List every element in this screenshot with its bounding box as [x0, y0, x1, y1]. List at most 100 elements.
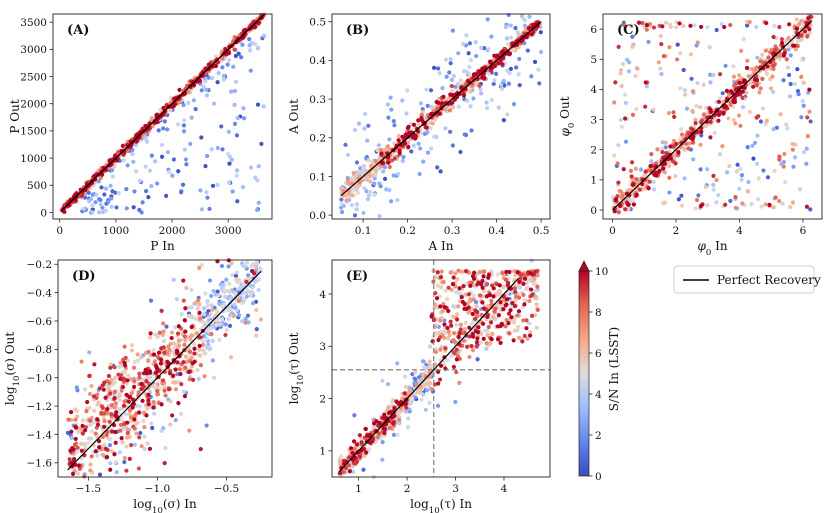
panel-a-point: [81, 206, 86, 211]
panel-d-point: [100, 405, 105, 410]
panel-e-point: [455, 304, 461, 309]
panel-e-ylabel: log10(τ) Out: [287, 332, 306, 404]
panel-c-point: [668, 24, 673, 30]
panel-b-point: [448, 57, 453, 62]
panel-b-point: [478, 87, 483, 92]
panel-a-point: [181, 129, 187, 134]
panel-b-point: [467, 41, 472, 46]
panel-b-point: [430, 115, 435, 120]
panel-e-y-tick-label: 2: [319, 393, 326, 405]
panel-a-point: [103, 208, 108, 213]
panel-a-point: [248, 68, 253, 73]
panel-c-point: [806, 16, 811, 21]
panel-c-point: [805, 34, 810, 39]
panel-e-point: [347, 469, 352, 474]
panel-b-point: [525, 48, 530, 53]
panel-b-point: [496, 105, 501, 110]
panel-b-point: [508, 35, 514, 40]
panel-e-point: [512, 286, 517, 291]
panel-d-point: [213, 292, 218, 297]
panel-d-point: [191, 377, 196, 382]
panel-e-y-tick-label: 4: [319, 289, 326, 301]
panel-b-point: [352, 127, 358, 132]
panel-b-point: [450, 105, 455, 110]
panel-c-point: [763, 202, 768, 207]
panel-d-point: [197, 265, 202, 270]
panel-e-point: [462, 326, 467, 332]
panel-a-point: [247, 37, 252, 42]
panel-e-point: [390, 421, 396, 426]
panel-d-point: [181, 278, 186, 283]
panel-d-point: [154, 366, 160, 371]
panel-c-point: [695, 40, 700, 45]
panel-b-point: [345, 177, 351, 183]
panel-d-point: [113, 429, 118, 435]
panel-c-point: [764, 71, 770, 76]
panel-a-point: [255, 102, 261, 107]
panel-d-point: [112, 395, 117, 401]
panel-c-point: [736, 113, 742, 118]
panel-e-point: [355, 442, 360, 447]
panel-c-point: [745, 23, 750, 28]
panel-c-point: [773, 195, 778, 200]
panel-d-point: [116, 372, 121, 377]
panel-b-y-tick-label: 0.4: [309, 55, 326, 67]
panel-c-point: [686, 146, 691, 151]
panel-a-point: [86, 190, 91, 195]
panel-e-point: [463, 320, 468, 325]
panel-a-point: [250, 24, 255, 29]
panel-d-point: [169, 330, 175, 335]
panel-a-point: [154, 113, 159, 118]
panel-c-label: (C): [617, 23, 640, 38]
panel-c-point: [703, 184, 709, 190]
panel-e-x-tick-label: 1: [355, 483, 362, 495]
panel-b-point: [501, 117, 506, 123]
panel-b-point: [489, 97, 494, 102]
panel-d-point: [155, 334, 160, 339]
panel-b-point: [492, 63, 498, 69]
panel-a-point: [225, 151, 231, 157]
panel-a-point: [98, 197, 103, 203]
panel-c-point: [618, 117, 623, 123]
panel-c-point: [638, 167, 644, 172]
panel-a-point: [234, 168, 240, 173]
panel-b-point: [458, 78, 463, 83]
panel-c-point: [651, 107, 656, 112]
panel-c-point: [719, 22, 724, 27]
panel-d-point: [95, 453, 100, 458]
panel-d-point: [66, 417, 71, 422]
panel-e-point: [521, 281, 526, 286]
panel-d-point: [179, 312, 184, 317]
panel-c-point: [643, 80, 648, 85]
panel-d-point: [86, 436, 91, 441]
panel-d-point: [161, 321, 166, 326]
panel-c-point: [723, 202, 728, 207]
panel-c-point: [644, 84, 649, 89]
panel-c-point: [690, 108, 695, 114]
panel-b-point: [352, 213, 358, 218]
panel-e-point: [497, 288, 503, 294]
panel-b-point: [438, 169, 443, 174]
panel-c-point: [777, 24, 782, 30]
panel-d-point: [135, 352, 140, 357]
panel-c-point: [673, 161, 678, 166]
panel-d-point: [112, 365, 117, 370]
panel-a-point: [240, 185, 246, 190]
panel-c-point: [731, 97, 736, 102]
panel-c-point: [747, 19, 752, 25]
panel-d-point: [161, 329, 166, 334]
panel-b-point: [464, 33, 469, 38]
panel-e-point: [427, 359, 432, 364]
panel-b-point: [364, 189, 369, 194]
panel-a-point: [226, 58, 232, 63]
panel-c-point: [799, 115, 804, 120]
panel-c-point: [758, 86, 763, 91]
panel-e-point: [442, 305, 447, 310]
panel-c-point: [760, 106, 766, 111]
panel-d-point: [139, 386, 144, 391]
panel-b-point: [467, 73, 472, 78]
panel-c-point: [767, 202, 772, 207]
panel-d-point: [119, 388, 124, 393]
panel-d-point: [181, 360, 186, 365]
